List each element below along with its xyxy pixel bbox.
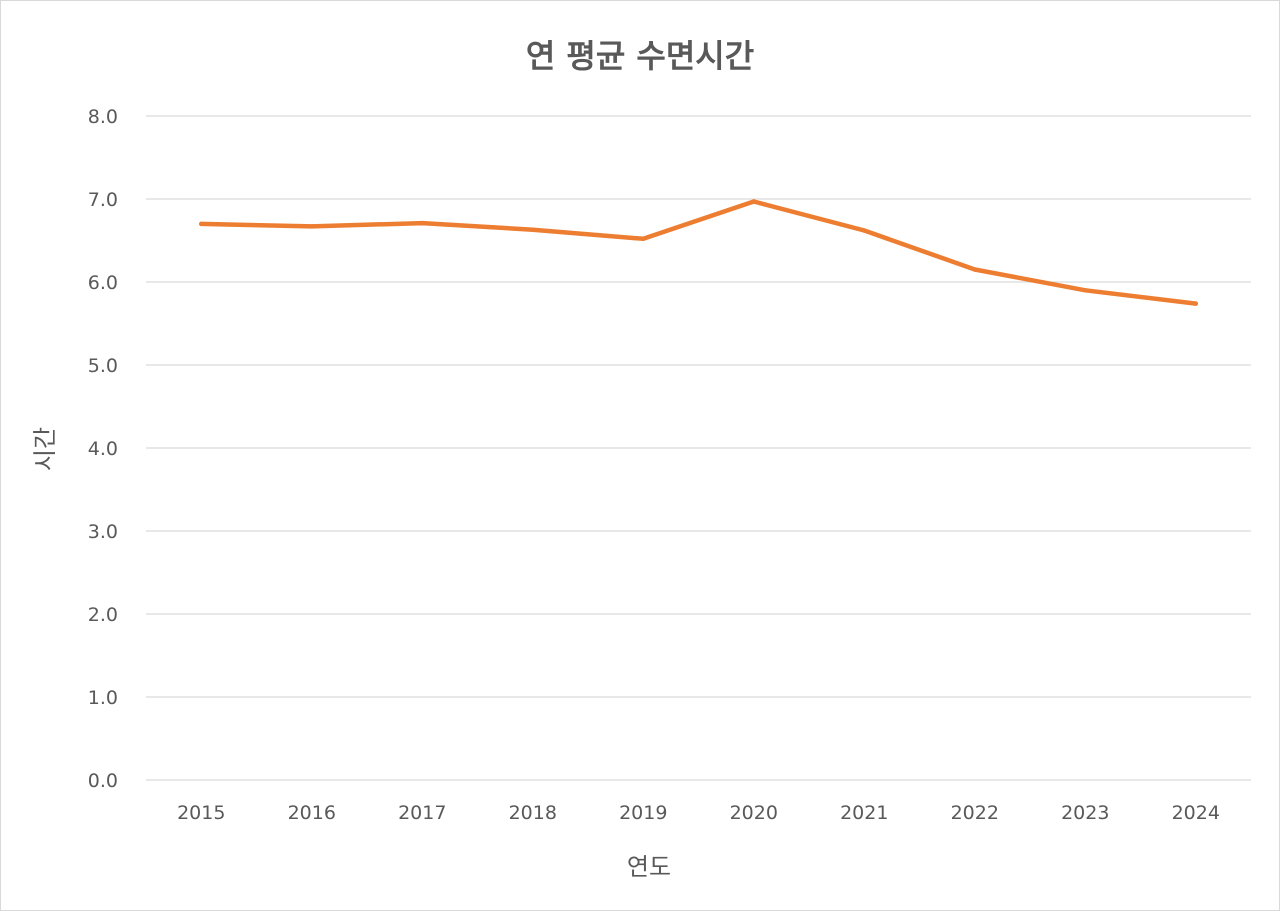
data-point-2018 [530, 227, 535, 232]
x-axis-tick-labels: 2015 2016 2017 2018 2019 2020 2021 2022 2023 2024 [177, 802, 1220, 824]
x-tick-label: 2024 [1172, 802, 1220, 824]
x-tick-label: 2019 [619, 802, 667, 824]
x-tick-label: 2015 [177, 802, 225, 824]
y-tick-label: 0.0 [88, 770, 118, 792]
data-point-2020 [751, 199, 756, 204]
data-point-2021 [862, 228, 867, 233]
data-point-2022 [972, 267, 977, 272]
x-tick-label: 2017 [398, 802, 446, 824]
y-tick-label: 8.0 [88, 106, 118, 128]
x-tick-label: 2021 [840, 802, 888, 824]
y-tick-label: 7.0 [88, 189, 118, 211]
data-point-2016 [309, 224, 314, 229]
y-tick-label: 2.0 [88, 604, 118, 626]
data-point-2015 [199, 221, 204, 227]
x-tick-label: 2022 [951, 802, 999, 824]
x-axis-title: 연도 [627, 853, 671, 881]
x-tick-label: 2018 [509, 802, 557, 824]
y-axis-tick-labels: 0.0 1.0 2.0 3.0 4.0 5.0 6.0 7.0 8.0 [88, 106, 118, 792]
y-tick-label: 1.0 [88, 687, 118, 709]
data-point-2017 [420, 220, 425, 226]
x-tick-label: 2016 [288, 802, 336, 824]
y-axis-title: 시간 [31, 427, 59, 471]
series-lines [199, 199, 1199, 306]
data-point-2019 [641, 236, 646, 242]
y-tick-label: 5.0 [88, 355, 118, 377]
series-line-0 [199, 199, 1199, 306]
gridlines [146, 115, 1251, 781]
data-point-2024 [1193, 301, 1198, 306]
data-point-2023 [1083, 288, 1088, 293]
chart-title: 연 평균 수면시간 [526, 37, 754, 75]
x-tick-label: 2020 [730, 802, 778, 824]
y-tick-label: 6.0 [88, 272, 118, 294]
y-tick-label: 4.0 [88, 438, 118, 460]
x-tick-label: 2023 [1061, 802, 1109, 824]
y-tick-label: 3.0 [88, 521, 118, 543]
